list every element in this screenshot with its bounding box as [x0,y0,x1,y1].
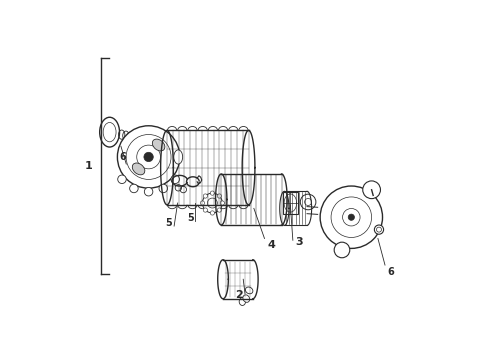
Circle shape [217,194,221,198]
Ellipse shape [245,287,253,294]
Ellipse shape [99,117,120,147]
Circle shape [171,175,179,184]
Circle shape [374,225,384,234]
Ellipse shape [239,298,245,306]
Bar [283,192,298,215]
Ellipse shape [174,150,183,164]
Ellipse shape [132,163,145,175]
Circle shape [220,201,224,205]
Circle shape [145,188,153,196]
Circle shape [210,191,215,195]
Text: 6: 6 [388,267,394,277]
Text: 1: 1 [84,161,92,171]
Text: 5: 5 [166,218,172,228]
Ellipse shape [243,295,250,302]
Circle shape [118,126,180,188]
Ellipse shape [152,139,165,151]
Circle shape [203,194,207,198]
Circle shape [217,208,221,212]
Text: 4: 4 [268,240,275,250]
Circle shape [130,184,138,193]
Text: 3: 3 [295,237,303,247]
Circle shape [363,181,380,199]
Circle shape [334,242,350,258]
Text: 5: 5 [187,212,194,222]
Text: 6: 6 [120,152,126,162]
Circle shape [144,152,153,162]
Circle shape [300,194,316,210]
Circle shape [200,201,205,205]
Circle shape [203,208,207,212]
Circle shape [202,193,222,213]
Circle shape [210,211,215,215]
Circle shape [348,214,354,220]
Text: 2: 2 [236,290,243,300]
Circle shape [159,184,168,193]
Circle shape [320,186,383,248]
Circle shape [118,175,126,184]
